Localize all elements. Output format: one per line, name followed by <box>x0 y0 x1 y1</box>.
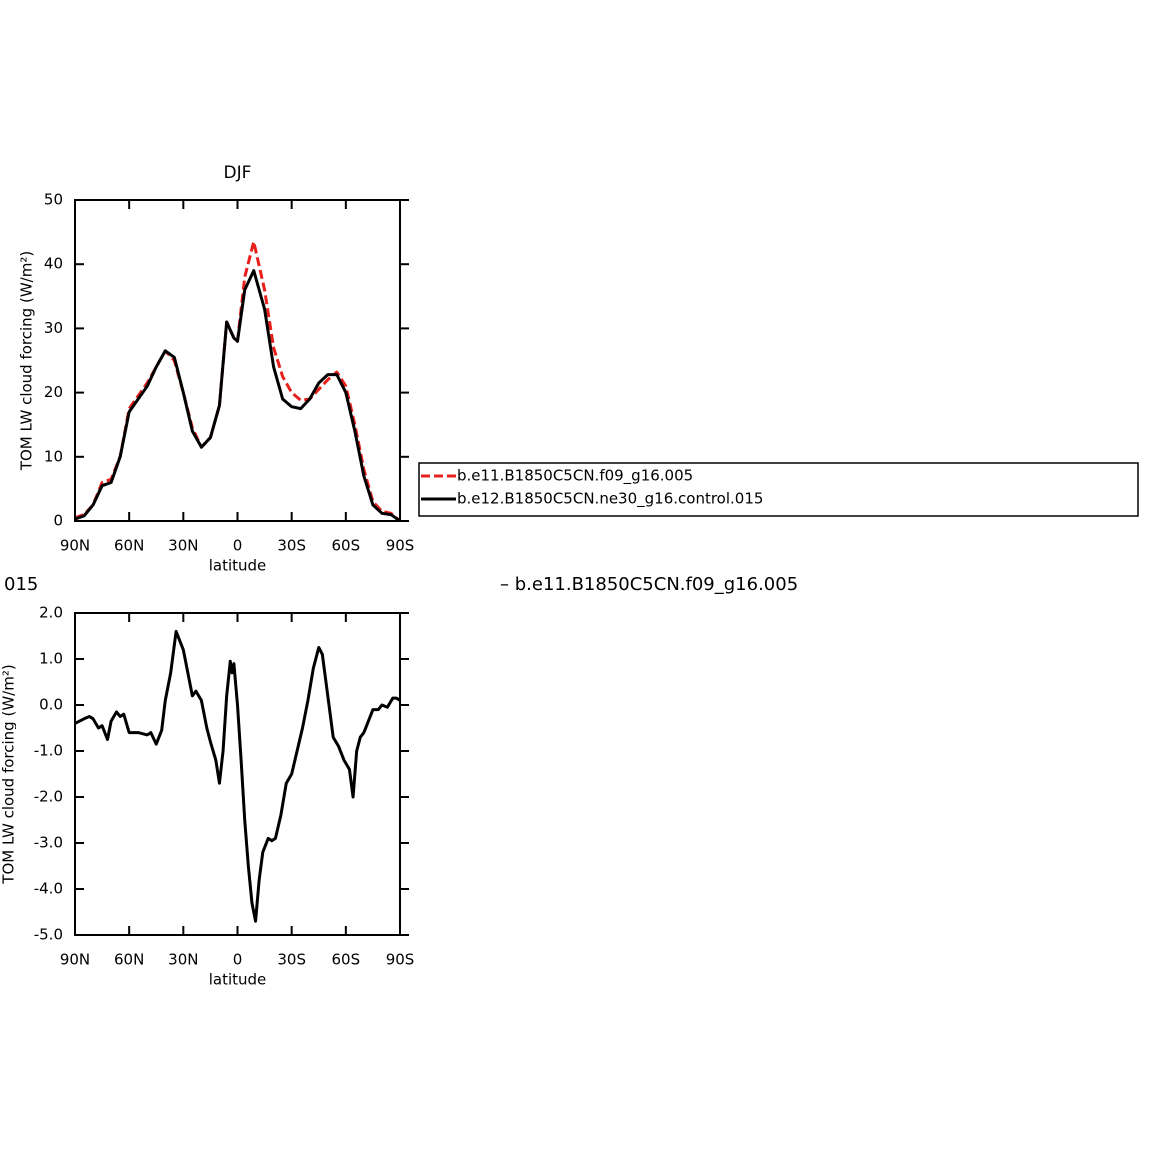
x-tick-label: 30S <box>277 537 306 555</box>
y-tick-label: 10 <box>44 447 63 465</box>
x-tick-label: 90S <box>386 951 415 969</box>
x-tick-label: 0 <box>233 951 243 969</box>
y-tick-label: 20 <box>44 383 63 401</box>
x-tick-label: 60S <box>332 951 361 969</box>
y-axis-label: TOM LW cloud forcing (W/m²) <box>0 664 18 884</box>
legend-box <box>418 462 1139 517</box>
y-axis-label: TOM LW cloud forcing (W/m²) <box>18 251 36 471</box>
data-line <box>74 269 401 523</box>
legend-label: b.e11.B1850C5CN.f09_g16.005 <box>457 467 693 486</box>
x-tick-label: 30N <box>168 951 198 969</box>
x-tick-label: 60S <box>332 537 361 555</box>
y-tick-label: -2.0 <box>34 788 63 806</box>
data-line <box>74 629 401 923</box>
x-tick-label: 90N <box>60 537 90 555</box>
x-tick-label: 60N <box>114 537 144 555</box>
y-tick-label: 1.0 <box>39 650 63 668</box>
y-label-clip: TOM LW cloud forcing (W/m²) <box>0 664 18 884</box>
y-tick-label: -1.0 <box>34 742 63 760</box>
x-tick-label: 60N <box>114 951 144 969</box>
y-tick-label: 0.0 <box>39 696 63 714</box>
title-fragment: – b.e11.B1850C5CN.f09_g16.005 <box>500 574 798 595</box>
data-line <box>74 240 401 523</box>
y-tick-label: 30 <box>44 319 63 337</box>
x-axis-label: latitude <box>209 557 267 575</box>
x-tick-label: 90N <box>60 951 90 969</box>
y-tick-label: 2.0 <box>39 604 63 622</box>
y-tick-label: -5.0 <box>34 926 63 944</box>
y-tick-label: -3.0 <box>34 834 63 852</box>
y-tick-label: -4.0 <box>34 880 63 898</box>
x-tick-label: 30S <box>277 951 306 969</box>
x-tick-label: 0 <box>233 537 243 555</box>
chart-title: DJF <box>224 163 252 183</box>
y-tick-label: 50 <box>44 191 63 209</box>
y-tick-label: 0 <box>53 512 63 530</box>
x-axis-label: latitude <box>209 971 267 989</box>
legend-label: b.e12.B1850C5CN.ne30_g16.control.015 <box>457 490 763 509</box>
y-tick-label: 40 <box>44 255 63 273</box>
title-fragment: 015 <box>4 574 38 595</box>
x-tick-label: 90S <box>386 537 415 555</box>
plot-frame <box>74 199 401 522</box>
x-tick-label: 30N <box>168 537 198 555</box>
